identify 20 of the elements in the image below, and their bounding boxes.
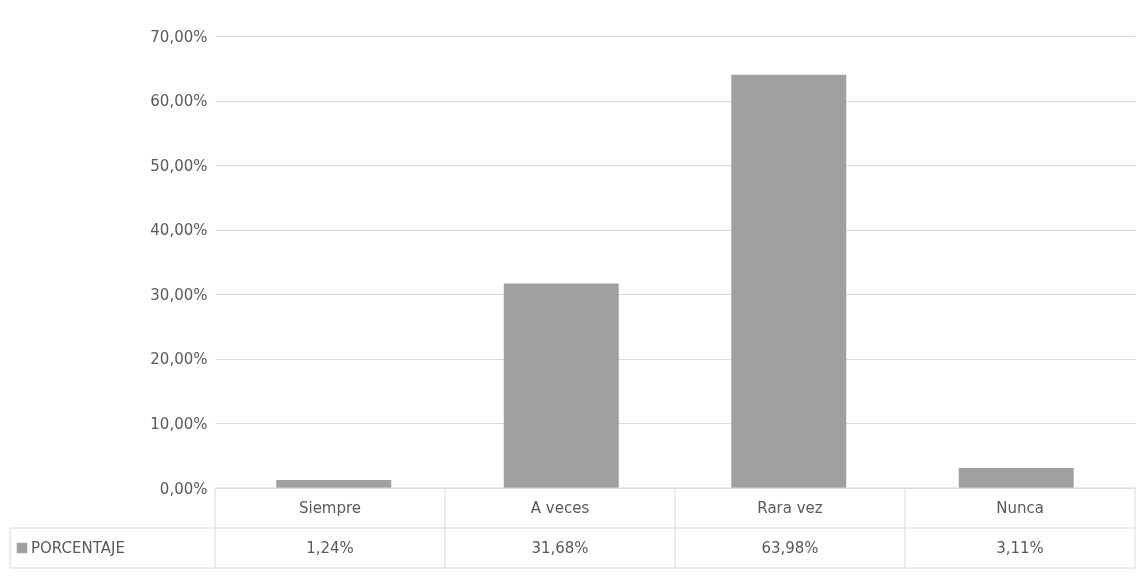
data-label: 3,11% (996, 539, 1044, 557)
bar (958, 467, 1074, 488)
y-tick-label: 50,00% (150, 156, 208, 175)
bar (731, 74, 847, 488)
y-tick-label: 10,00% (150, 414, 208, 433)
x-tick-label: A veces (530, 499, 590, 517)
x-tick-label: Nunca (996, 499, 1044, 517)
y-tick-label: 40,00% (150, 221, 208, 240)
x-tick-label: Siempre (298, 499, 362, 517)
x-tick-label: Rara vez (757, 499, 823, 517)
data-label: 31,68% (531, 539, 589, 557)
y-tick-label: 0,00% (159, 479, 208, 498)
y-tick-label: 20,00% (150, 350, 208, 369)
y-tick-label: 70,00% (150, 27, 208, 46)
data-label: 63,98% (761, 539, 819, 557)
y-tick-label: 30,00% (150, 285, 208, 304)
bar (503, 283, 619, 488)
legend-label: PORCENTAJE (31, 539, 125, 557)
data-label: 1,24% (306, 539, 354, 557)
y-tick-label: 60,00% (150, 92, 208, 111)
